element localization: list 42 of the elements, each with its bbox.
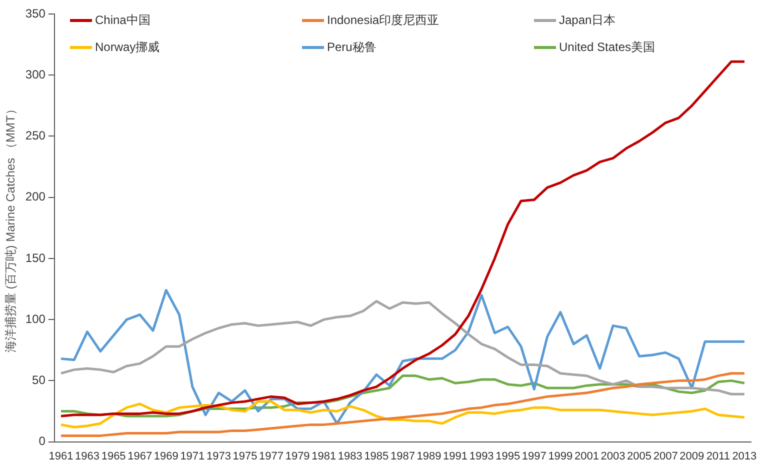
x-tick-label: 2011 <box>706 450 730 462</box>
x-tick-label: 1961 <box>48 450 74 462</box>
y-tick-label: 0 <box>38 434 46 448</box>
x-tick-label: 1995 <box>496 450 520 462</box>
y-tick-label: 250 <box>25 128 46 143</box>
legend-label: United States美国 <box>559 39 656 56</box>
x-tick-label: 1985 <box>364 450 389 462</box>
x-tick-label: 2003 <box>600 450 626 462</box>
x-tick-label: 1965 <box>101 450 126 462</box>
x-tick-label: 1969 <box>154 450 178 462</box>
x-tick-label: 1963 <box>75 450 100 462</box>
x-tick-label: 1987 <box>390 450 415 462</box>
legend-label: Peru秘鲁 <box>327 39 376 56</box>
x-tick-label: 1993 <box>469 450 494 462</box>
legend-label: Japan日本 <box>559 12 616 29</box>
legend-label: Norway挪威 <box>95 39 160 56</box>
x-tick-label: 1981 <box>312 450 336 462</box>
x-tick-label: 2013 <box>732 450 757 462</box>
x-tick-label: 1973 <box>206 450 231 462</box>
legend-label: China中国 <box>95 12 150 29</box>
x-tick-label: 1967 <box>128 450 152 462</box>
x-tick-label: 1997 <box>522 450 546 462</box>
x-tick-label: 1991 <box>443 450 468 462</box>
y-tick-label: 200 <box>25 190 46 204</box>
x-tick-label: 1977 <box>259 450 284 462</box>
x-tick-label: 2007 <box>653 450 678 462</box>
x-tick-label: 1983 <box>338 450 362 462</box>
x-tick-label: 1979 <box>285 450 310 462</box>
x-tick-label: 1989 <box>416 450 442 462</box>
y-axis-title: 海洋捕捞量 (百万吨) Marine Catches （MMT） <box>4 103 18 353</box>
x-tick-label: 2009 <box>680 450 704 462</box>
x-tick-label: 2001 <box>574 450 599 462</box>
legend-label: Indonesia印度尼西亚 <box>327 12 440 29</box>
y-tick-label: 300 <box>25 67 46 82</box>
x-tick-label: 1999 <box>548 450 573 462</box>
y-tick-label: 100 <box>25 312 46 326</box>
y-tick-label: 350 <box>25 6 46 20</box>
y-tick-label: 150 <box>25 250 46 265</box>
x-tick-label: 1971 <box>180 450 205 462</box>
x-tick-label: 2005 <box>627 450 652 462</box>
y-tick-label: 50 <box>32 373 46 387</box>
x-tick-label: 1975 <box>232 450 258 462</box>
